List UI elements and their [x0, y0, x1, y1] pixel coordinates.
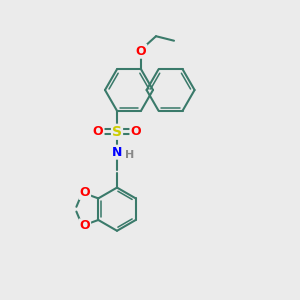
Text: H: H — [125, 150, 134, 160]
Text: O: O — [80, 186, 90, 199]
Text: O: O — [136, 45, 146, 58]
Text: O: O — [130, 125, 141, 138]
Text: S: S — [112, 125, 122, 139]
Text: O: O — [80, 220, 90, 232]
Text: N: N — [112, 146, 122, 159]
Text: O: O — [93, 125, 104, 138]
